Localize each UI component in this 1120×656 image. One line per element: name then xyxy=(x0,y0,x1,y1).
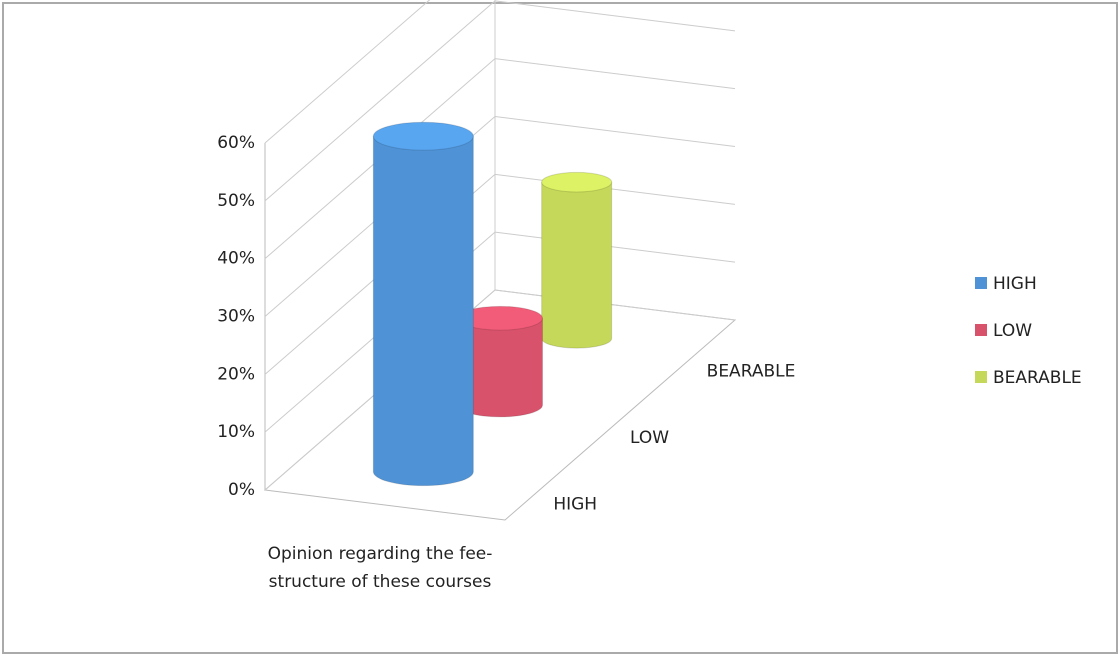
y-tick-label: 0% xyxy=(228,480,255,500)
cylinder xyxy=(541,181,613,349)
y-tick-label: 40% xyxy=(217,249,255,269)
depth-tick-label: LOW xyxy=(630,428,669,448)
grid-line xyxy=(494,0,736,32)
legend-swatch xyxy=(975,324,987,336)
legend-label: HIGH xyxy=(993,274,1037,294)
x-tick-label: Opinion regarding the fee-structure of t… xyxy=(267,544,493,592)
y-tick-label: 60% xyxy=(217,133,255,153)
legend-label: LOW xyxy=(993,321,1032,341)
grid-line xyxy=(494,231,736,263)
grid-line xyxy=(264,0,496,202)
depth-tick-label: HIGH xyxy=(553,495,597,515)
y-tick-label: 10% xyxy=(217,422,255,442)
cylinder-top xyxy=(372,121,474,151)
y-tick-label: 30% xyxy=(217,307,255,327)
grid-line xyxy=(264,0,431,144)
y-tick-label: 20% xyxy=(217,364,255,384)
grid-line xyxy=(494,289,736,321)
y-tick-label: 50% xyxy=(217,191,255,211)
legend-swatch xyxy=(975,277,987,289)
legend-swatch xyxy=(975,371,987,383)
cylinder-top xyxy=(541,171,613,193)
cylinder xyxy=(372,135,474,487)
grid-line xyxy=(494,116,736,147)
grid-line xyxy=(494,58,736,90)
depth-tick-label: BEARABLE xyxy=(707,361,796,381)
legend-label: BEARABLE xyxy=(993,368,1082,388)
grid-line xyxy=(494,173,736,205)
